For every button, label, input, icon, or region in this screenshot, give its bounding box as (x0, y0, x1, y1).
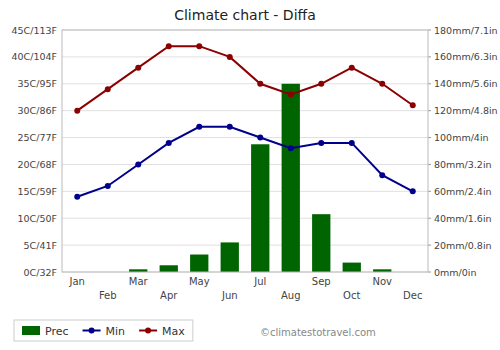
x-tick-label: Dec (403, 290, 422, 301)
grid-line (62, 245, 428, 246)
watermark: ©climatestotravel.com (260, 327, 376, 338)
y-tick-label: 30C/86F (18, 105, 57, 116)
legend-swatch (89, 328, 95, 334)
point (257, 81, 263, 87)
line (77, 127, 413, 197)
point (410, 102, 416, 108)
point (196, 43, 202, 49)
plot-frame (62, 30, 428, 272)
legend-label: Prec (45, 325, 69, 338)
y2-tick-label: 100mm/4in (434, 132, 489, 143)
point (74, 108, 80, 114)
y-tick-label: 20C/68F (18, 159, 57, 170)
x-tick-label: Sep (312, 276, 331, 287)
legend-item: Min (83, 325, 126, 338)
point (410, 188, 416, 194)
legend-swatch (22, 326, 40, 335)
x-tick-label: Apr (160, 290, 178, 301)
point (105, 86, 111, 92)
point (135, 161, 141, 167)
legend-label: Max (162, 325, 185, 338)
point (318, 81, 324, 87)
point (288, 92, 294, 98)
y-tick-label: 25C/77F (18, 132, 57, 143)
legend-frame (14, 320, 193, 341)
grid-line (62, 137, 428, 138)
chart: Climate chart - Diffa 0C/32F 5C/41F 10C/50F… (0, 0, 500, 350)
y2-tick-label: 0mm/0in (434, 267, 476, 278)
bar (190, 255, 208, 272)
point (196, 124, 202, 130)
bar (251, 144, 269, 272)
point (379, 81, 385, 87)
bar (221, 242, 239, 272)
grid-line (62, 56, 428, 57)
grid-line (62, 191, 428, 192)
x-tick-label: Jan (69, 276, 85, 287)
legend-item: Max (139, 325, 185, 338)
legend-item: Prec (22, 325, 69, 338)
point (349, 140, 355, 146)
bar (312, 214, 330, 272)
point (227, 54, 233, 60)
y-tick-label: 45C/113F (11, 25, 57, 36)
x-tick-label: Oct (343, 290, 360, 301)
point (166, 43, 172, 49)
point (379, 172, 385, 178)
y-tick-label: 40C/104F (11, 51, 57, 62)
point (257, 135, 263, 141)
point (135, 65, 141, 71)
y2-tick-label: 140mm/5.6in (434, 78, 498, 89)
point (105, 183, 111, 189)
bar (160, 265, 178, 272)
y2-tick-label: 20mm/0.8in (434, 240, 492, 251)
y-tick-label: 5C/41F (24, 240, 57, 251)
x-tick-label: Jun (221, 290, 238, 301)
point (318, 140, 324, 146)
point (227, 124, 233, 130)
x-tick-label: Nov (372, 276, 392, 287)
y-tick-label: 10C/50F (18, 213, 57, 224)
grid-line (62, 110, 428, 111)
legend-swatch (145, 328, 151, 334)
y-tick-label: 35C/95F (18, 78, 57, 89)
x-tick-label: Aug (281, 290, 301, 301)
y2-tick-label: 160mm/6.3in (434, 51, 498, 62)
point (288, 145, 294, 151)
y2-tick-label: 120mm/4.8in (434, 105, 498, 116)
y2-tick-label: 60mm/2.4in (434, 186, 492, 197)
legend: Prec Min Max (14, 320, 193, 341)
y2-tick-label: 180mm/7.1in (434, 25, 498, 36)
y-tick-label: 15C/59F (18, 186, 57, 197)
grid (62, 30, 428, 272)
x-tick-label: Mar (129, 276, 149, 287)
bar (282, 84, 300, 272)
x-tick-label: May (189, 276, 210, 287)
x-tick-label: Feb (99, 290, 117, 301)
bar (343, 263, 361, 272)
point (74, 194, 80, 200)
legend-label: Min (106, 325, 126, 338)
x-tick-label: Jul (253, 276, 266, 287)
point (349, 65, 355, 71)
y-tick-label: 0C/32F (24, 267, 57, 278)
point (166, 140, 172, 146)
line (77, 46, 413, 111)
plot-area (74, 43, 416, 272)
y2-tick-label: 40mm/1.6in (434, 213, 492, 224)
grid-line (62, 218, 428, 219)
y2-tick-label: 80mm/3.2in (434, 159, 492, 170)
title: Climate chart - Diffa (174, 7, 316, 23)
